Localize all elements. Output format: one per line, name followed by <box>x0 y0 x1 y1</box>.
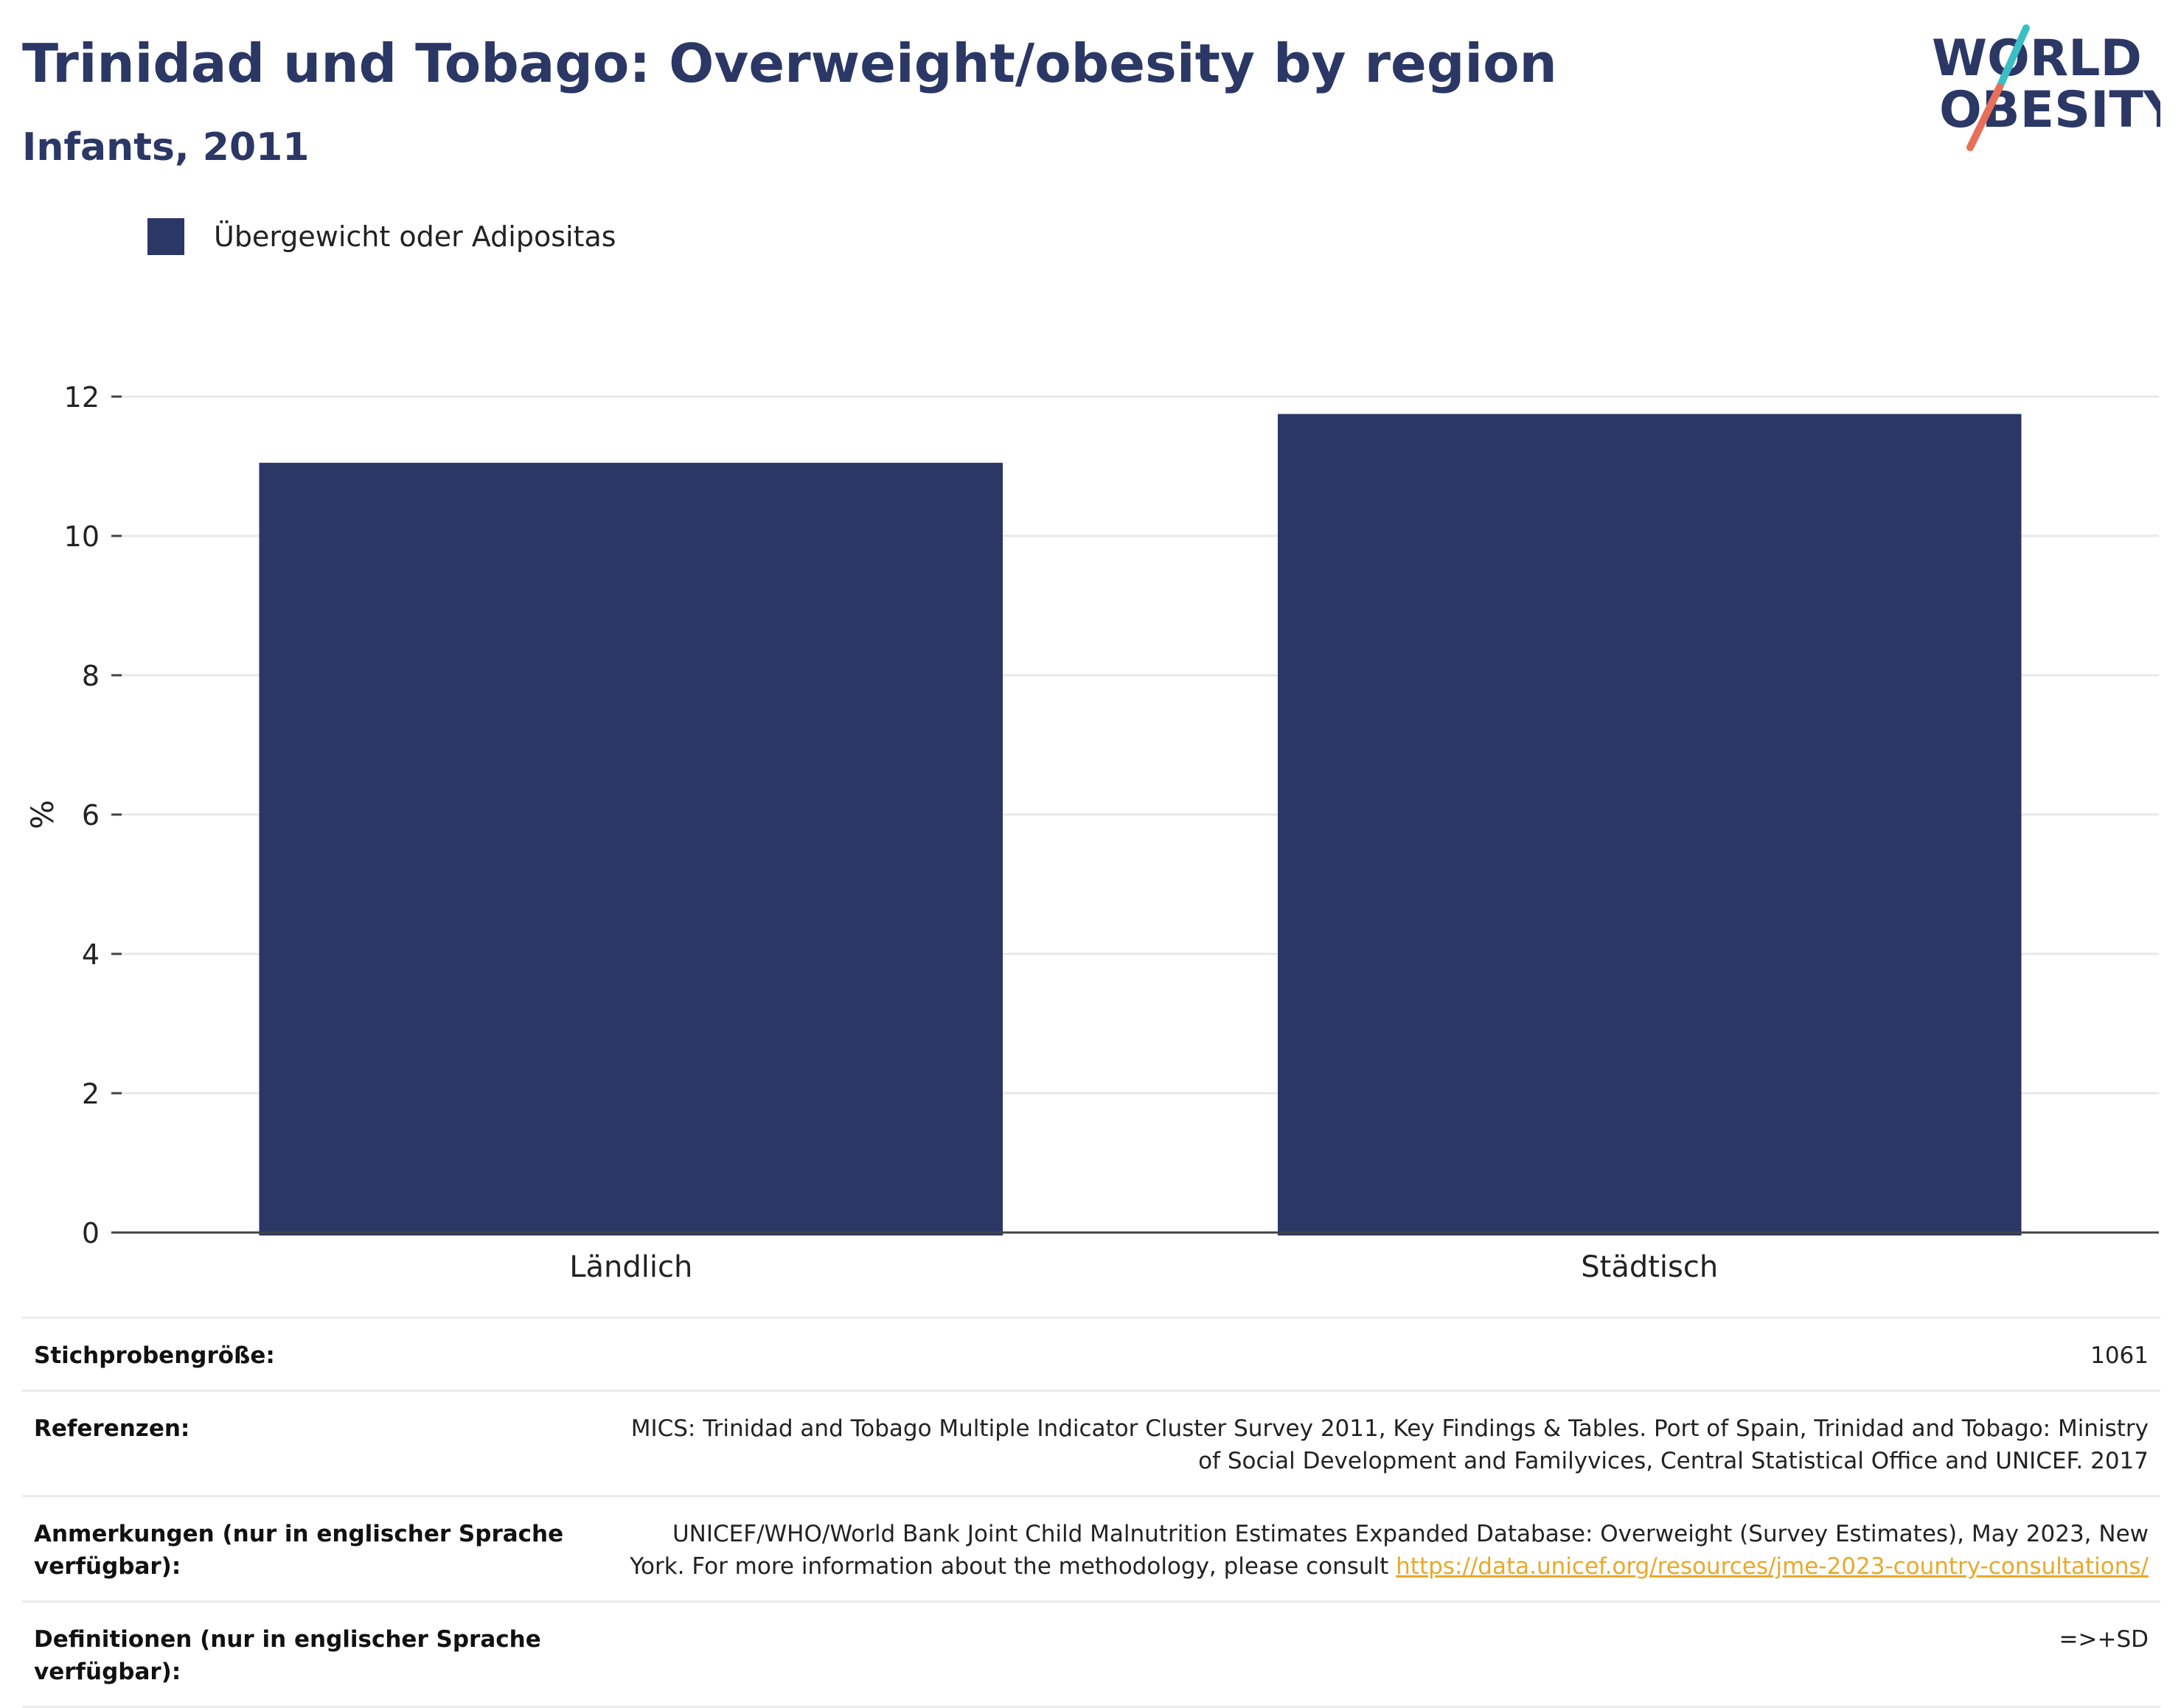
definitions-value: =>+SD <box>2059 1626 2149 1653</box>
y-tick-label: 6 <box>82 799 100 832</box>
logo-slash-bottom <box>1966 83 2003 151</box>
references-line-1: MICS: Trinidad and Tobago Multiple Indic… <box>630 1415 2149 1442</box>
y-tick-label: 0 <box>82 1217 100 1249</box>
sample-size-value: 1061 <box>2090 1342 2149 1369</box>
bar-2[interactable] <box>1278 414 2022 1235</box>
notes-line-1: UNICEF/WHO/World Bank Joint Child Malnut… <box>672 1521 2149 1547</box>
meta-row-references: Referenzen: MICS: Trinidad and Tobago Mu… <box>22 1390 2160 1495</box>
definitions-label-line-1: Definitionen (nur in englischer Sprache <box>34 1626 541 1653</box>
y-tick-label: 10 <box>64 520 100 553</box>
logo-slash-top <box>1996 24 2030 91</box>
legend-swatch[interactable] <box>147 218 184 255</box>
meta-row-definitions: Definitionen (nur in englischer Sprache … <box>22 1600 2160 1708</box>
bar-chart: 0 2 4 6 8 10 12 Ländlich Städtisch % <box>24 381 2159 1283</box>
metadata-table: Stichprobengröße: 1061 Referenzen: MICS:… <box>22 1317 2160 1708</box>
references-line-2: of Social Development and Familyvices, C… <box>1198 1448 2149 1474</box>
chart-title: Trinidad und Tobago: Overweight/obesity … <box>22 32 1557 94</box>
y-tick-label: 12 <box>64 381 100 414</box>
bar-1[interactable] <box>259 462 1003 1235</box>
notes-label-line-2: verfügbar): <box>34 1553 181 1580</box>
definitions-label-line-2: verfügbar): <box>34 1659 181 1685</box>
notes-label: Anmerkungen (nur in englischer Sprache v… <box>34 1518 565 1583</box>
references-label: Referenzen: <box>34 1415 190 1442</box>
x-axis-ticks: Ländlich Städtisch <box>569 1250 1718 1283</box>
references-value: MICS: Trinidad and Tobago Multiple Indic… <box>565 1412 2149 1477</box>
legend-label[interactable]: Übergewicht oder Adipositas <box>214 220 616 253</box>
sample-size-label: Stichprobengröße: <box>34 1342 275 1369</box>
notes-label-line-1: Anmerkungen (nur in englischer Sprache <box>34 1521 564 1547</box>
legend: Übergewicht oder Adipositas <box>147 218 616 255</box>
notes-line-2: York. For more information about the met… <box>565 1550 2149 1583</box>
logo-text-obesity: OBESITY <box>1939 81 2160 139</box>
meta-row-notes: Anmerkungen (nur in englischer Sprache v… <box>22 1495 2160 1600</box>
definitions-label: Definitionen (nur in englischer Sprache … <box>34 1623 565 1688</box>
x-tick-label: Ländlich <box>569 1250 692 1283</box>
y-axis-label: % <box>24 800 60 829</box>
y-tick-label: 8 <box>82 660 100 692</box>
notes-value: UNICEF/WHO/World Bank Joint Child Malnut… <box>565 1518 2149 1583</box>
y-tick-label: 2 <box>82 1078 100 1110</box>
bars <box>259 414 2022 1235</box>
meta-row-sample: Stichprobengröße: 1061 <box>22 1317 2160 1390</box>
y-axis-ticks: 0 2 4 6 8 10 12 <box>64 381 122 1249</box>
y-tick-label: 4 <box>82 938 100 971</box>
world-obesity-logo[interactable]: WORLD OBESITY <box>1917 22 2160 155</box>
methodology-link[interactable]: https://data.unicef.org/resources/jme-20… <box>1396 1553 2149 1580</box>
x-tick-label: Städtisch <box>1581 1250 1718 1283</box>
chart-subtitle: Infants, 2011 <box>22 125 310 170</box>
notes-line-2-text: York. For more information about the met… <box>630 1553 1396 1580</box>
logo-text-world: WORLD <box>1932 29 2142 88</box>
